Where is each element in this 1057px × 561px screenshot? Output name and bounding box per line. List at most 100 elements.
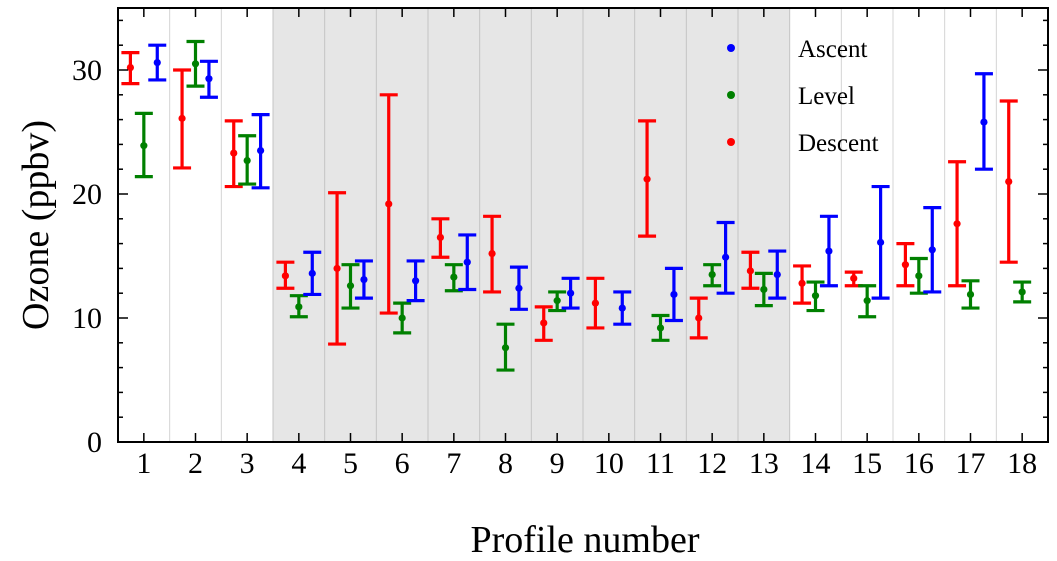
- level-point-11: [651, 313, 670, 342]
- level-marker: [346, 282, 355, 290]
- level-point-3: [238, 134, 257, 186]
- ascent-marker: [722, 253, 730, 261]
- series-descent: [121, 51, 1018, 346]
- x-tick-label: 1: [136, 447, 151, 480]
- descent-point-15: [844, 270, 863, 288]
- legend-item-ascent: Ascent: [727, 36, 867, 63]
- level-marker: [708, 271, 716, 279]
- axis-ticks: [118, 8, 1048, 443]
- level-marker: [295, 303, 303, 311]
- ascent-point-2: [199, 59, 218, 99]
- x-tick-label: 5: [343, 447, 358, 480]
- level-marker: [760, 285, 768, 294]
- x-tick-label: 3: [240, 447, 255, 480]
- ascent-marker: [877, 238, 885, 246]
- descent-point-16: [896, 242, 915, 288]
- x-tick-label: 7: [446, 447, 461, 480]
- error-bars: [121, 39, 1032, 372]
- ascent-marker: [515, 284, 523, 292]
- ascent-point-15: [871, 184, 890, 300]
- descent-marker: [178, 114, 186, 122]
- level-marker: [140, 142, 148, 150]
- x-tick-label: 6: [395, 447, 410, 480]
- descent-marker: [1005, 178, 1013, 186]
- axes-box: [117, 7, 1049, 443]
- ascent-marker: [153, 58, 161, 67]
- descent-point-13: [741, 250, 760, 290]
- ascent-point-17: [974, 72, 993, 171]
- x-tick-label: 12: [697, 447, 727, 480]
- ascent-point-1: [148, 43, 167, 82]
- ascent-marker: [670, 290, 678, 299]
- descent-marker: [230, 149, 238, 157]
- legend-marker: [727, 91, 735, 99]
- x-tick-label: 14: [801, 447, 831, 480]
- ascent-point-9: [561, 276, 580, 310]
- ascent-point-13: [768, 249, 787, 300]
- level-marker: [553, 297, 561, 305]
- descent-marker: [901, 261, 910, 269]
- descent-marker: [436, 233, 444, 241]
- ascent-marker: [928, 246, 936, 254]
- level-point-15: [858, 284, 877, 319]
- series-level: [134, 39, 1032, 372]
- level-marker: [450, 273, 458, 281]
- descent-point-17: [948, 160, 967, 288]
- series-ascent: [148, 43, 993, 326]
- y-tick-label: 30: [72, 54, 102, 87]
- legend-item-descent: Descent: [727, 130, 879, 157]
- descent-point-6: [379, 93, 398, 315]
- legend-label: Ascent: [798, 36, 867, 63]
- level-marker: [811, 292, 820, 300]
- ascent-marker: [205, 75, 213, 83]
- ascent-point-6: [406, 259, 425, 303]
- descent-point-8: [483, 214, 502, 294]
- descent-marker: [591, 299, 600, 307]
- descent-marker: [126, 63, 134, 72]
- ascent-marker: [308, 269, 316, 277]
- level-point-12: [703, 263, 722, 288]
- x-tick-label: 13: [749, 447, 779, 480]
- ascent-marker: [463, 258, 471, 266]
- descent-point-1: [121, 51, 140, 86]
- descent-point-11: [638, 119, 657, 238]
- descent-point-2: [173, 68, 192, 170]
- ascent-marker: [567, 289, 575, 297]
- ascent-point-7: [458, 233, 477, 292]
- y-tick-label: 0: [87, 426, 102, 459]
- y-tick-label: 10: [72, 302, 102, 335]
- plot-frame: [117, 7, 1049, 443]
- ascent-marker: [825, 247, 833, 255]
- y-axis-label: Ozone (ppbv): [15, 120, 57, 330]
- legend-label: Descent: [798, 130, 879, 157]
- descent-point-14: [793, 264, 812, 305]
- descent-marker: [953, 220, 961, 228]
- ascent-point-10: [613, 290, 632, 326]
- level-point-6: [393, 301, 412, 335]
- level-marker: [966, 290, 975, 299]
- x-tick-label: 4: [291, 447, 306, 480]
- x-tick-label: 15: [852, 447, 882, 480]
- ascent-point-8: [509, 265, 528, 311]
- descent-point-3: [224, 119, 243, 189]
- descent-marker: [540, 319, 548, 327]
- ascent-marker: [773, 271, 781, 279]
- level-point-13: [754, 271, 773, 308]
- level-point-1: [134, 111, 153, 179]
- x-tick-label: 16: [904, 447, 934, 480]
- level-marker: [191, 60, 200, 68]
- level-marker: [243, 156, 251, 165]
- ascent-point-3: [251, 113, 270, 190]
- level-point-5: [341, 263, 360, 310]
- level-point-18: [1013, 280, 1032, 304]
- x-tick-label: 11: [646, 447, 675, 480]
- ascent-marker: [980, 118, 988, 126]
- ascent-point-5: [354, 259, 373, 300]
- legend-marker: [727, 138, 735, 146]
- level-point-8: [496, 322, 515, 372]
- descent-marker: [850, 274, 858, 282]
- x-tick-label: 10: [594, 447, 624, 480]
- descent-point-10: [586, 276, 605, 330]
